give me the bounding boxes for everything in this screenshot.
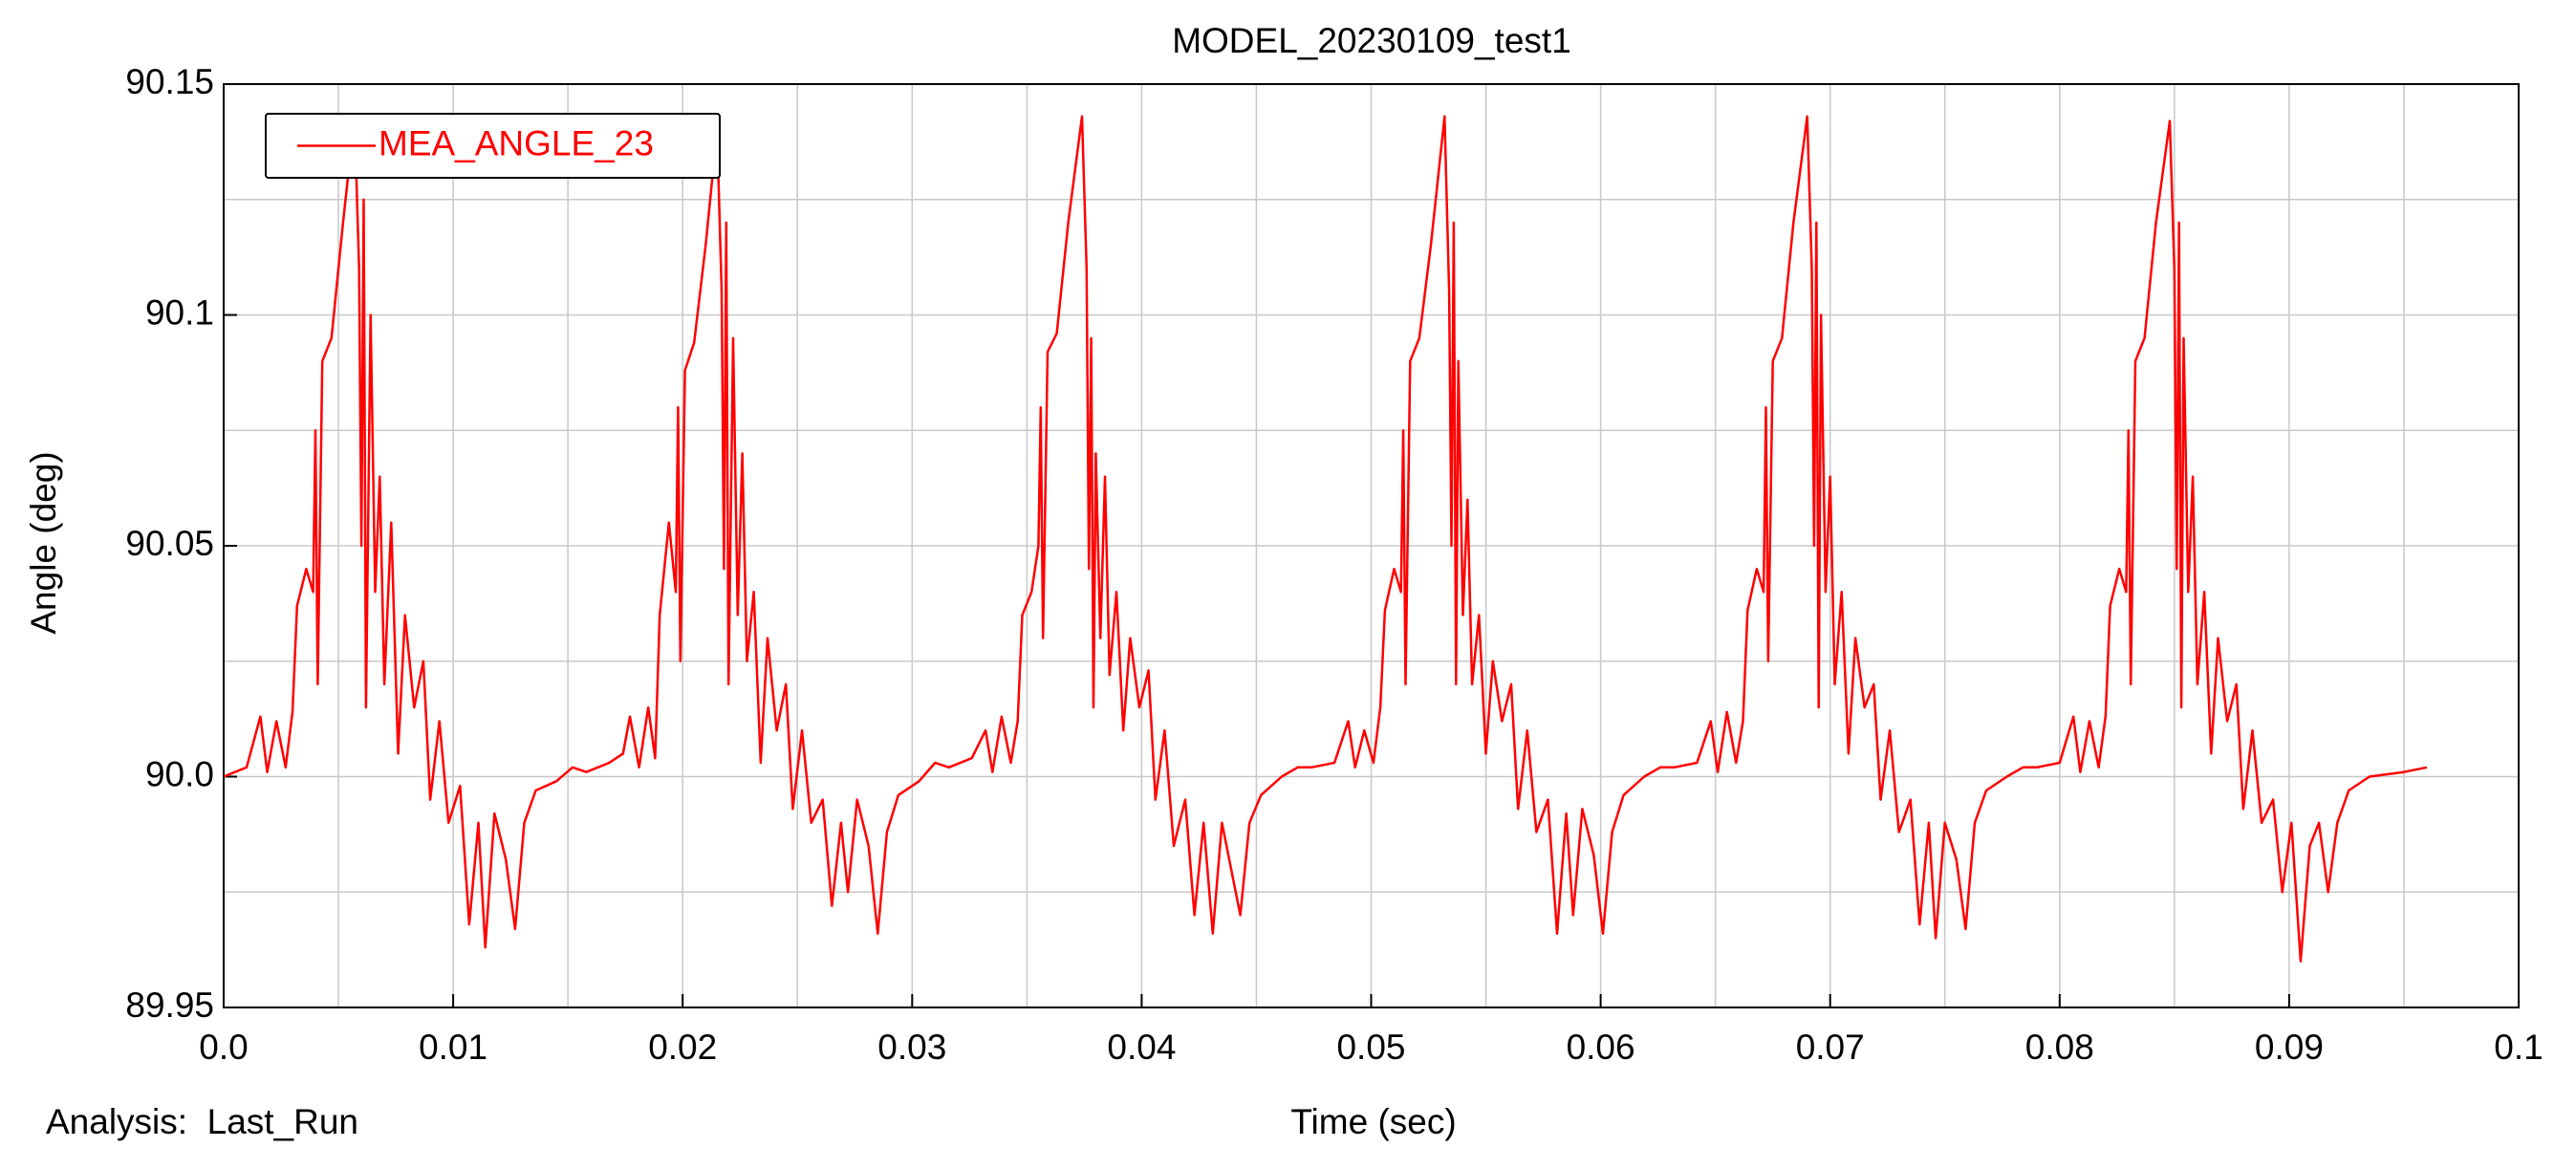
- x-tick-label: 0.06: [1567, 1028, 1635, 1067]
- x-axis-label: Time (sec): [1290, 1102, 1456, 1141]
- x-tick-label: 0.01: [419, 1028, 487, 1067]
- y-tick-label: 90.05: [125, 524, 214, 563]
- y-tick-label: 90.0: [145, 754, 214, 793]
- x-tick-label: 0.07: [1796, 1028, 1865, 1067]
- x-tick-label: 0.03: [877, 1028, 946, 1067]
- x-tick-label: 0.05: [1336, 1028, 1405, 1067]
- data-line: [223, 115, 2428, 963]
- y-tick-label: 90.15: [125, 62, 214, 101]
- plot-frame: [223, 83, 2520, 1008]
- x-tick-label: 0.1: [2494, 1028, 2543, 1067]
- x-tick-label: 0.09: [2255, 1028, 2324, 1067]
- x-tick-label: 0.0: [199, 1028, 248, 1067]
- y-tick-label: 89.95: [125, 985, 214, 1025]
- x-tick-label: 0.08: [2025, 1028, 2094, 1067]
- y-tick-label: 90.1: [145, 292, 214, 332]
- legend-box: [265, 113, 721, 179]
- footer-label: Analysis: Last_Run: [46, 1102, 358, 1141]
- y-axis-label: Angle (deg): [24, 451, 63, 634]
- x-tick-label: 0.04: [1107, 1028, 1176, 1067]
- chart-title: MODEL_20230109_test1: [1172, 21, 1571, 60]
- x-tick-label: 0.02: [648, 1028, 717, 1067]
- legend-label: MEA_ANGLE_23: [379, 123, 654, 162]
